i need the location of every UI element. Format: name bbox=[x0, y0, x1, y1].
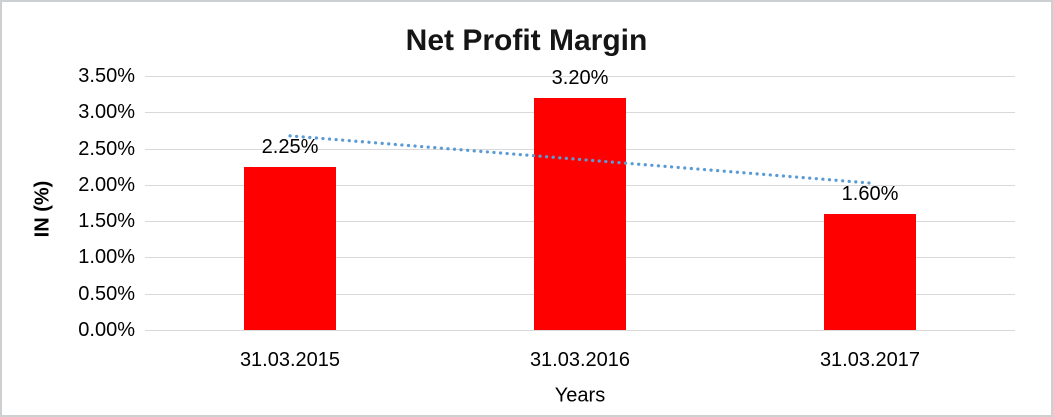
x-category-label: 31.03.2016 bbox=[529, 349, 631, 371]
x-category-label: 31.03.2015 bbox=[239, 349, 341, 371]
bar-31.03.2015 bbox=[244, 166, 336, 330]
y-tick-label: 0.00% bbox=[78, 319, 135, 341]
bar-data-label: 3.20% bbox=[551, 66, 609, 89]
bar-data-label: 2.25% bbox=[261, 135, 319, 158]
y-tick-label: 3.50% bbox=[78, 65, 135, 87]
y-tick-label: 2.50% bbox=[78, 137, 135, 160]
y-tick-label: 1.00% bbox=[78, 246, 135, 269]
y-tick-label: 1.50% bbox=[78, 210, 135, 233]
gridline bbox=[145, 330, 1015, 331]
y-tick-label: 0.50% bbox=[78, 282, 135, 305]
bar-31.03.2016 bbox=[534, 97, 626, 330]
y-tick-label: 3.00% bbox=[78, 101, 135, 124]
bar-31.03.2017 bbox=[824, 213, 916, 330]
chart-title: Net Profit Margin bbox=[405, 24, 648, 57]
y-tick-label: 2.00% bbox=[78, 173, 135, 196]
x-category-label: 31.03.2017 bbox=[819, 349, 921, 371]
x-axis-title: Years bbox=[554, 384, 606, 407]
bar-data-label: 1.60% bbox=[841, 182, 899, 205]
gridline bbox=[145, 76, 1015, 77]
